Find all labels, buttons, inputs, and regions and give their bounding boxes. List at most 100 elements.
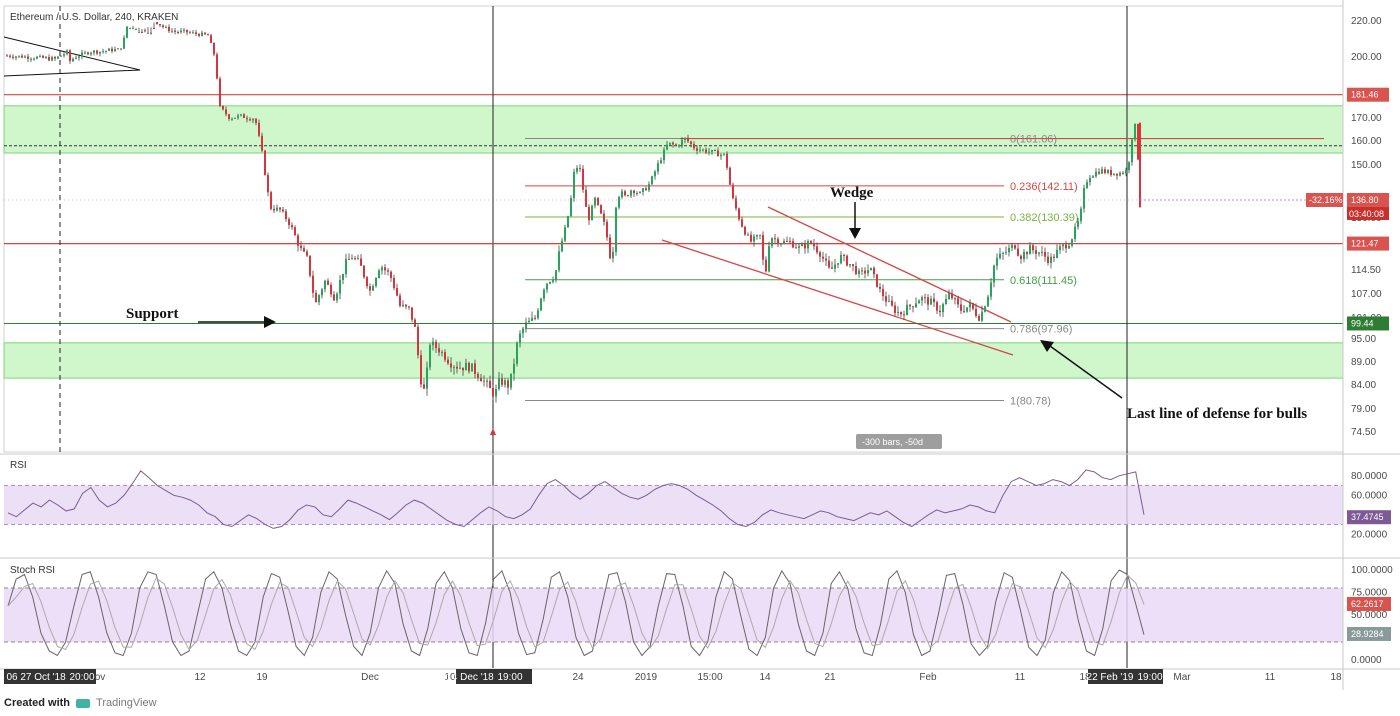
candle-body <box>501 378 503 385</box>
candle-body <box>1131 139 1133 163</box>
candle-body <box>36 56 38 59</box>
current-price-tag-bg <box>1347 192 1389 207</box>
candle-body <box>840 255 842 264</box>
candle-body <box>186 29 188 33</box>
candle-body <box>210 35 212 43</box>
candle-body <box>702 149 704 151</box>
arrow-down-icon <box>849 228 861 239</box>
triangle-pattern <box>3 36 141 77</box>
main-price-pane[interactable]: 0(161.06) 0.236(142.11) 0.382(130.39) 0.618… <box>3 5 1344 668</box>
candle-body <box>57 56 59 59</box>
candle-body <box>609 237 611 259</box>
candle-body <box>624 191 626 196</box>
stoch-rsi-pane[interactable]: Stoch RSI <box>4 565 1343 657</box>
candle-body <box>522 328 524 334</box>
candle-body <box>690 141 692 145</box>
candle-body <box>327 280 329 285</box>
candle-body <box>600 204 602 214</box>
candle-body <box>78 56 80 58</box>
candle-body <box>105 50 107 52</box>
time-tick-label: 14 <box>759 672 771 683</box>
fib-level-label: 0.618(111.45) <box>1010 275 1077 287</box>
candle-body <box>876 274 878 287</box>
candle-body <box>633 190 635 194</box>
candle-body <box>1029 245 1031 255</box>
candle-body <box>438 348 440 353</box>
candle-body <box>126 26 128 38</box>
rsi-value-tag-bg <box>1347 510 1391 525</box>
candle-body <box>114 49 116 52</box>
candle-body <box>429 345 431 368</box>
candle-body <box>537 310 539 319</box>
candle-body <box>171 30 173 32</box>
candle-body <box>393 277 395 289</box>
candle-body <box>228 114 230 119</box>
candle-body <box>735 198 737 209</box>
candle-body <box>1038 252 1040 254</box>
candle-body <box>270 192 272 209</box>
candle-body <box>432 341 434 346</box>
candle-body <box>300 245 302 249</box>
candle-body <box>786 240 788 242</box>
time-tick-label: 11 <box>1265 672 1276 683</box>
candle-body <box>519 333 521 343</box>
candle-body <box>873 267 875 275</box>
candle-body <box>993 265 995 283</box>
candle-body <box>309 255 311 276</box>
time-tick-label: 18 <box>1079 672 1091 683</box>
candle-body <box>714 150 716 152</box>
candle-body <box>930 298 932 305</box>
candle-body <box>477 373 479 378</box>
candle-body <box>66 50 68 55</box>
candle-body <box>726 153 728 168</box>
candle-body <box>288 219 290 225</box>
candle-body <box>990 282 992 297</box>
candle-body <box>708 151 710 153</box>
candle-body <box>795 247 797 249</box>
candle-body <box>465 362 467 371</box>
rsi-pane[interactable]: RSI <box>4 460 1343 529</box>
candle-body <box>597 197 599 205</box>
candle-body <box>630 190 632 196</box>
candle-body <box>369 286 371 291</box>
wedge-annotation: Wedge <box>830 185 874 201</box>
candle-body <box>861 270 863 272</box>
created-with-label: Created with <box>4 697 71 709</box>
tradingview-brand[interactable]: TradingView <box>96 697 157 709</box>
candle-body <box>279 207 281 210</box>
candle-body <box>756 235 758 237</box>
candle-body <box>870 267 872 271</box>
price-tick-label: 84.00 <box>1351 380 1376 391</box>
candle-body <box>681 139 683 146</box>
candle-body <box>750 234 752 242</box>
candle-body <box>195 32 197 34</box>
candle-body <box>987 296 989 307</box>
candle-body <box>1101 169 1103 174</box>
resistance-price-tag: 181.46 <box>1351 90 1379 100</box>
time-tick-label: 18 <box>1330 672 1342 683</box>
candle-body <box>654 171 656 177</box>
candle-body <box>24 56 26 58</box>
candle-body <box>30 58 32 60</box>
candle-body <box>711 150 713 152</box>
candle-body <box>504 380 506 385</box>
candle-body <box>204 32 206 35</box>
candle-body <box>966 307 968 312</box>
candle-body <box>576 167 578 172</box>
candle-body <box>927 297 929 305</box>
candle-body <box>84 52 86 54</box>
candle-body <box>459 367 461 369</box>
price-tick-label: 160.00 <box>1351 136 1382 147</box>
candle-body <box>1128 162 1130 171</box>
candle-body <box>657 163 659 172</box>
candle-body <box>483 380 485 382</box>
candle-body <box>687 137 689 142</box>
candle-body <box>1056 249 1058 258</box>
price-tick-label: 170.00 <box>1351 113 1382 124</box>
candle-body <box>348 258 350 260</box>
candle-body <box>324 280 326 290</box>
candle-body <box>93 50 95 53</box>
candle-body <box>1035 250 1037 254</box>
candle-body <box>474 363 476 374</box>
candle-body <box>72 58 74 62</box>
